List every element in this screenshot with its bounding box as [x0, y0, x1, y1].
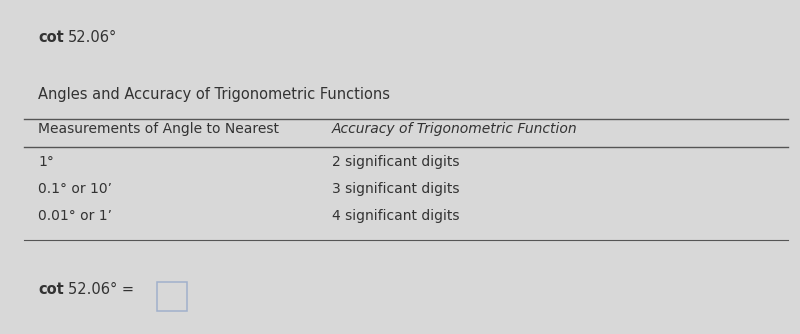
Text: cot: cot [38, 30, 64, 45]
Text: 2 significant digits: 2 significant digits [332, 155, 459, 169]
Text: 1°: 1° [38, 155, 54, 169]
Text: Accuracy of Trigonometric Function: Accuracy of Trigonometric Function [332, 122, 578, 136]
FancyBboxPatch shape [157, 282, 187, 311]
Text: 0.01° or 1’: 0.01° or 1’ [38, 209, 112, 223]
Text: Measurements of Angle to Nearest: Measurements of Angle to Nearest [38, 122, 279, 136]
Text: 0.1° or 10’: 0.1° or 10’ [38, 182, 112, 196]
Text: Angles and Accuracy of Trigonometric Functions: Angles and Accuracy of Trigonometric Fun… [38, 87, 390, 102]
Text: cot: cot [38, 282, 64, 297]
Text: 52.06° =: 52.06° = [68, 282, 134, 297]
Text: 52.06°: 52.06° [68, 30, 118, 45]
Text: 3 significant digits: 3 significant digits [332, 182, 459, 196]
Text: 4 significant digits: 4 significant digits [332, 209, 459, 223]
